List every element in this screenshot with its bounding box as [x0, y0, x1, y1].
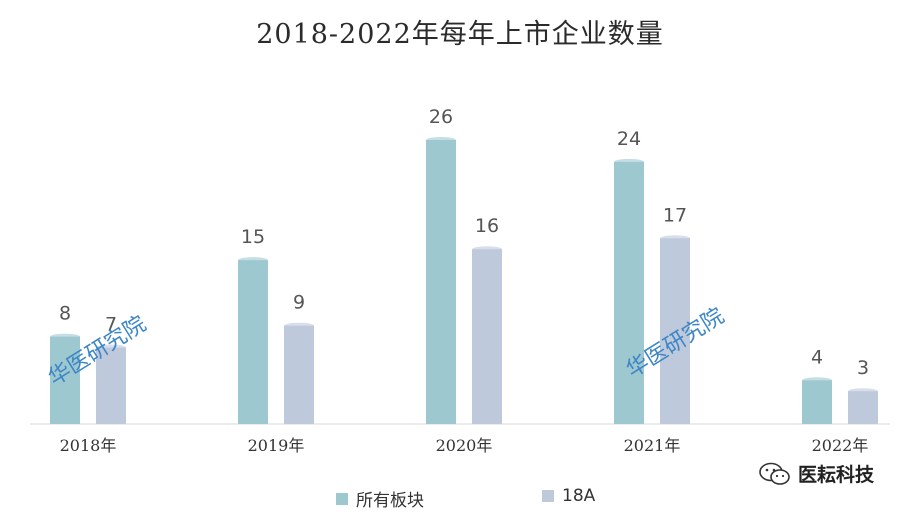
data-label: 26 — [429, 106, 453, 128]
logo-text: 医耘科技 — [798, 464, 875, 486]
data-label: 15 — [241, 226, 265, 248]
legend: 所有板块 18A — [0, 486, 920, 511]
x-tick-label: 2018年 — [60, 436, 117, 455]
x-tick-label: 2022年 — [812, 436, 869, 455]
data-label: 24 — [617, 128, 641, 150]
data-label: 8 — [59, 303, 71, 325]
legend-swatch — [542, 490, 554, 502]
x-tick-label: 2019年 — [248, 436, 305, 455]
data-label: 16 — [475, 215, 499, 237]
data-label: 17 — [663, 204, 687, 226]
bar — [614, 161, 644, 424]
bar-cap — [96, 344, 126, 351]
bar-cap — [802, 377, 832, 384]
bar — [426, 140, 456, 424]
bar — [284, 325, 314, 424]
legend-label: 18A — [562, 486, 596, 506]
bar — [802, 380, 832, 424]
x-tick-label: 2020年 — [436, 436, 493, 455]
data-label: 9 — [293, 292, 305, 314]
bar-cap — [50, 333, 80, 340]
bar-cap — [660, 235, 690, 242]
bar-cap — [426, 137, 456, 143]
legend-item: 所有板块 — [336, 486, 424, 511]
bar-cap — [284, 322, 314, 329]
data-label: 7 — [105, 314, 117, 336]
legend-item: 18A — [542, 486, 595, 506]
data-label: 3 — [857, 357, 869, 379]
legend-label: 所有板块 — [356, 491, 424, 511]
bar — [660, 238, 690, 424]
bar — [50, 336, 80, 424]
bar-cap — [848, 388, 878, 395]
data-label: 4 — [811, 346, 823, 368]
bar — [238, 260, 268, 424]
legend-swatch — [336, 492, 348, 505]
bar-cap — [238, 257, 268, 264]
chart-title: 2018-2022年每年上市企业数量 — [256, 19, 664, 50]
wechat-icon — [759, 462, 790, 485]
bar — [472, 249, 502, 424]
bar-cap — [472, 246, 502, 253]
bar — [848, 391, 878, 424]
x-tick-label: 2021年 — [624, 436, 681, 455]
bar-cap — [614, 158, 644, 165]
bar — [96, 347, 126, 424]
brand-logo: 医耘科技 — [758, 460, 874, 487]
